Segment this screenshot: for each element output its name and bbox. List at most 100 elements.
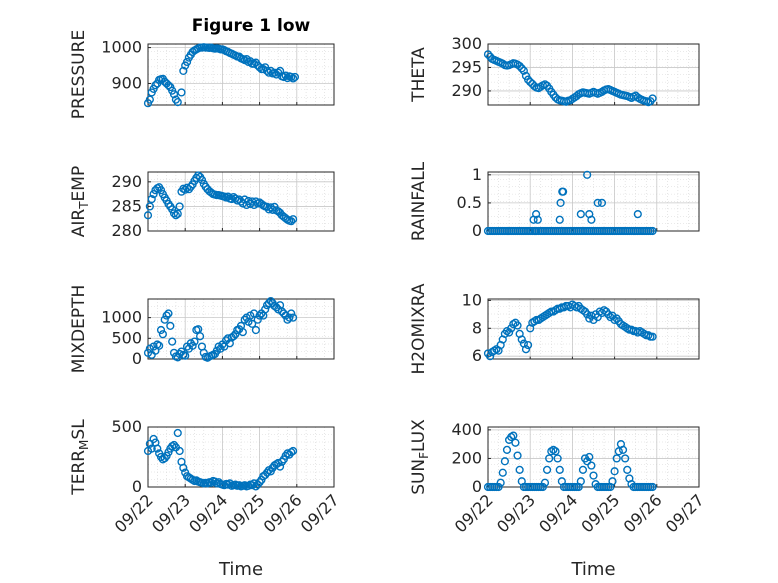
data-point bbox=[648, 332, 657, 341]
y-axis-label: SUNFLUX bbox=[409, 419, 431, 495]
series-markers bbox=[143, 171, 298, 226]
y-tick-label: 0 bbox=[472, 477, 482, 496]
data-point bbox=[517, 64, 526, 73]
data-point bbox=[171, 211, 181, 220]
series-markers bbox=[483, 300, 657, 361]
data-point bbox=[597, 198, 607, 208]
x-tick-label: 09/25 bbox=[222, 490, 268, 536]
y-axis-label: TERRMSL bbox=[69, 419, 91, 496]
data-point bbox=[576, 477, 585, 486]
data-point bbox=[168, 337, 177, 346]
y-tick-label: 10 bbox=[462, 290, 482, 309]
data-point bbox=[287, 72, 296, 82]
data-point bbox=[511, 438, 520, 447]
data-point bbox=[513, 451, 522, 460]
axes-frame bbox=[147, 43, 335, 106]
data-point bbox=[533, 215, 542, 224]
y-axis-label: MIXDEPTH bbox=[69, 285, 89, 374]
data-point bbox=[587, 215, 596, 224]
y-tick-label: 1 bbox=[472, 165, 482, 184]
data-point bbox=[578, 465, 588, 474]
data-point bbox=[515, 61, 524, 71]
data-point bbox=[264, 68, 274, 77]
data-point bbox=[173, 98, 182, 107]
series-markers bbox=[143, 296, 298, 362]
data-point bbox=[583, 170, 592, 179]
data-point bbox=[583, 310, 592, 319]
series-markers bbox=[483, 50, 657, 107]
data-point bbox=[551, 447, 560, 456]
data-point bbox=[526, 77, 535, 87]
x-tick-label: 09/23 bbox=[493, 490, 539, 536]
y-axis-label: PRESSURE bbox=[69, 30, 89, 119]
data-point bbox=[153, 444, 162, 453]
y-tick-label: 0.5 bbox=[457, 193, 482, 212]
data-point bbox=[523, 75, 533, 84]
x-tick-label: 09/23 bbox=[148, 490, 194, 536]
x-tick-label: 09/26 bbox=[620, 490, 666, 536]
x-tick-label: 09/27 bbox=[297, 490, 343, 536]
data-point bbox=[589, 471, 598, 480]
data-point bbox=[556, 198, 565, 208]
data-point bbox=[270, 68, 279, 77]
y-tick-label: 8 bbox=[472, 318, 482, 337]
data-point bbox=[155, 341, 164, 350]
data-point bbox=[175, 446, 184, 456]
data-point bbox=[532, 210, 541, 219]
y-axis-label: AIRTEMP bbox=[69, 166, 91, 237]
y-tick-label: 1000 bbox=[101, 308, 142, 327]
data-point bbox=[513, 321, 522, 330]
data-point bbox=[288, 313, 298, 322]
data-point bbox=[555, 465, 564, 474]
data-point bbox=[502, 445, 512, 454]
data-point bbox=[151, 81, 160, 90]
data-point bbox=[583, 457, 592, 466]
y-tick-label: 290 bbox=[451, 81, 482, 100]
data-point bbox=[483, 50, 493, 59]
x-axis-label: Time bbox=[218, 559, 263, 580]
data-point bbox=[238, 328, 247, 337]
axes-frame bbox=[487, 298, 700, 360]
data-point bbox=[173, 209, 182, 218]
data-point bbox=[553, 454, 562, 463]
series-markers bbox=[483, 431, 657, 492]
y-tick-label: 295 bbox=[451, 57, 482, 76]
data-point bbox=[153, 340, 162, 349]
data-point bbox=[608, 477, 617, 486]
data-point bbox=[519, 66, 528, 75]
data-point bbox=[275, 462, 285, 471]
data-point bbox=[610, 467, 619, 476]
data-point bbox=[160, 315, 169, 324]
data-point bbox=[143, 211, 153, 220]
x-tick-label: 09/24 bbox=[185, 490, 231, 536]
series-markers bbox=[143, 43, 300, 108]
y-tick-label: 0 bbox=[132, 477, 142, 496]
axes-frame bbox=[487, 43, 700, 106]
data-point bbox=[585, 452, 594, 462]
data-point bbox=[559, 187, 568, 196]
data-point bbox=[593, 198, 602, 208]
y-tick-label: 1000 bbox=[101, 38, 142, 57]
data-point bbox=[648, 226, 657, 236]
data-point bbox=[283, 73, 292, 83]
data-point bbox=[248, 319, 257, 328]
data-point bbox=[275, 66, 285, 76]
y-tick-label: 6 bbox=[472, 346, 482, 365]
axes-frame bbox=[147, 171, 335, 232]
x-axis-label: Time bbox=[570, 559, 615, 580]
data-point bbox=[177, 88, 186, 97]
axes-frame bbox=[147, 298, 335, 360]
figure-title: Figure 1 low bbox=[192, 16, 311, 36]
axes-frame bbox=[487, 171, 700, 232]
data-point bbox=[545, 454, 554, 463]
subplot-1: 900 1000 PRESSURE bbox=[69, 30, 335, 119]
data-point bbox=[181, 351, 190, 360]
data-point bbox=[288, 215, 298, 224]
data-point bbox=[147, 444, 156, 453]
data-point bbox=[145, 202, 154, 211]
data-point bbox=[188, 341, 197, 350]
data-point bbox=[169, 209, 179, 218]
data-point bbox=[542, 465, 552, 474]
data-point bbox=[623, 465, 632, 474]
